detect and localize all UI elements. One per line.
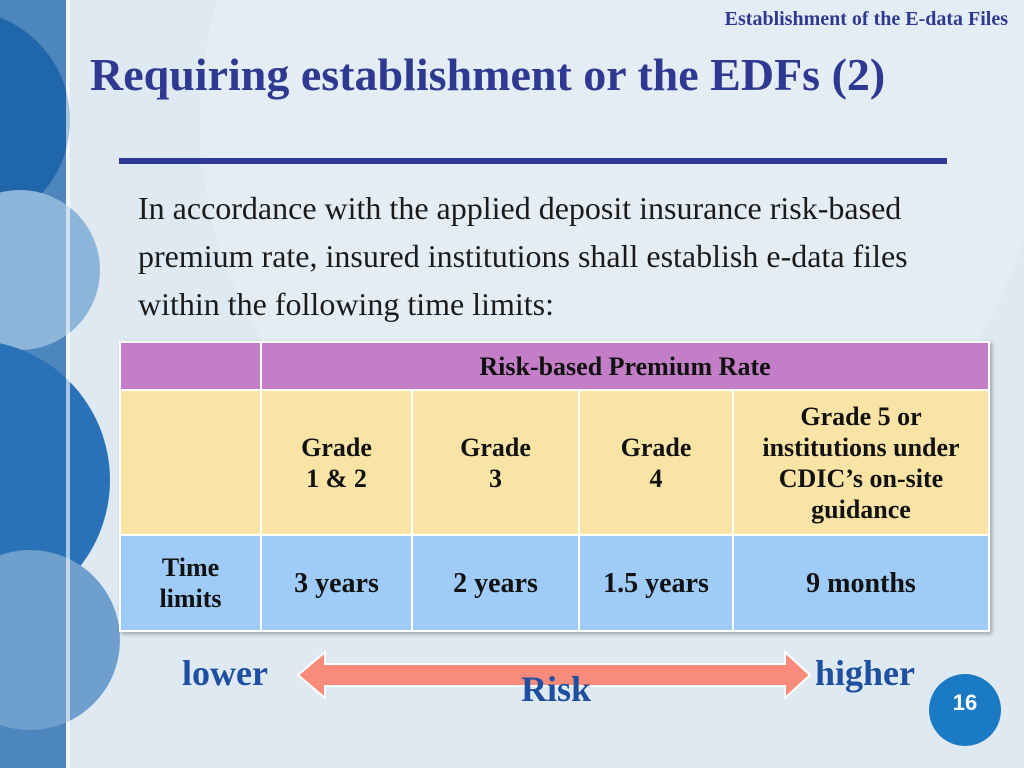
- slide-title: Requiring establishment or the EDFs (2): [90, 49, 886, 100]
- grade-cell: Grade 1 & 2: [260, 389, 413, 536]
- page-number: 16: [952, 690, 978, 715]
- empty-cell: [119, 389, 262, 536]
- grade-cell: Grade 5 or institutions under CDIC’s on-…: [732, 389, 990, 536]
- section-title: Establishment of the E-data Files: [724, 8, 1008, 30]
- limit-cell: 2 years: [411, 534, 580, 632]
- row-label: Time limits: [119, 534, 262, 632]
- limit-cell: 1.5 years: [578, 534, 734, 632]
- risk-label: Risk: [521, 669, 592, 709]
- risk-high: higher: [815, 653, 916, 693]
- grade-cell: Grade 3: [411, 389, 580, 536]
- title-rule: [119, 158, 947, 164]
- grade-cell: Grade 4: [578, 389, 734, 536]
- risk-low: lower: [182, 653, 268, 693]
- limit-cell: 3 years: [260, 534, 413, 632]
- limit-cell: 9 months: [732, 534, 990, 632]
- premium-table: Risk-based Premium Rate Grade 1 & 2 Grad…: [119, 341, 990, 632]
- paragraph: In accordance with the applied deposit i…: [138, 190, 908, 322]
- table-header: Risk-based Premium Rate: [260, 341, 990, 391]
- empty-cell: [119, 341, 262, 391]
